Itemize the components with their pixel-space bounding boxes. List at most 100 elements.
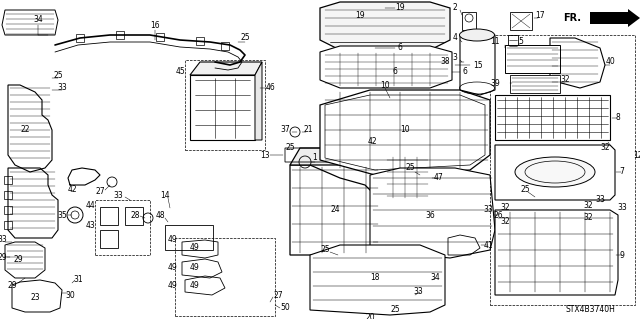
Polygon shape	[370, 168, 495, 258]
Bar	[100, 230, 118, 248]
Bar	[4, 176, 12, 184]
Text: 21: 21	[303, 125, 313, 135]
Text: STX4B3740H: STX4B3740H	[565, 306, 615, 315]
Polygon shape	[380, 148, 390, 255]
Text: 20: 20	[365, 314, 375, 319]
Text: 39: 39	[490, 78, 500, 87]
Text: 19: 19	[395, 4, 405, 12]
Text: 25: 25	[53, 70, 63, 79]
Text: 32: 32	[583, 201, 593, 210]
Bar	[462, 35, 474, 51]
Text: 35: 35	[57, 211, 67, 219]
Polygon shape	[190, 62, 262, 75]
Text: 47: 47	[433, 174, 443, 182]
Bar	[156, 33, 164, 41]
Text: 6: 6	[392, 68, 397, 77]
Bar	[125, 207, 143, 225]
Text: 31: 31	[73, 276, 83, 285]
Text: 6: 6	[463, 68, 467, 77]
Polygon shape	[495, 210, 618, 295]
Text: 26: 26	[493, 211, 503, 219]
Text: 46: 46	[265, 84, 275, 93]
Text: 19: 19	[355, 11, 365, 19]
Text: 3: 3	[452, 54, 458, 63]
Text: 25: 25	[240, 33, 250, 42]
Bar	[95, 200, 150, 255]
Text: 38: 38	[440, 57, 450, 66]
FancyArrow shape	[590, 9, 640, 27]
Text: 42: 42	[67, 186, 77, 195]
Text: FR.: FR.	[563, 13, 581, 23]
Bar	[221, 42, 229, 50]
Text: 14: 14	[160, 190, 170, 199]
Text: 49: 49	[167, 263, 177, 272]
Text: 25: 25	[520, 186, 530, 195]
Text: 27: 27	[273, 291, 283, 300]
Text: 33: 33	[483, 205, 493, 214]
Text: 18: 18	[371, 273, 380, 283]
Text: 45: 45	[175, 68, 185, 77]
Bar	[462, 55, 476, 75]
Polygon shape	[320, 2, 450, 50]
Bar	[165, 225, 213, 250]
Ellipse shape	[460, 29, 495, 41]
Text: 49: 49	[190, 243, 200, 253]
Bar	[505, 45, 560, 73]
Polygon shape	[255, 62, 262, 140]
Bar	[490, 35, 635, 305]
Text: 30: 30	[65, 291, 75, 300]
Polygon shape	[310, 245, 445, 315]
Polygon shape	[320, 90, 490, 175]
Text: 2: 2	[452, 4, 458, 12]
Text: 10: 10	[380, 80, 390, 90]
Text: 33: 33	[617, 204, 627, 212]
Text: 12: 12	[633, 151, 640, 160]
Text: 6: 6	[397, 43, 403, 53]
Text: 25: 25	[405, 164, 415, 173]
Text: 24: 24	[330, 205, 340, 214]
Text: 16: 16	[150, 20, 160, 29]
Text: 8: 8	[616, 114, 620, 122]
Text: 36: 36	[425, 211, 435, 219]
Text: 25: 25	[320, 246, 330, 255]
Text: 22: 22	[20, 125, 29, 135]
Text: 29: 29	[0, 254, 7, 263]
Bar	[508, 35, 518, 57]
Polygon shape	[460, 32, 495, 95]
Text: 32: 32	[600, 144, 610, 152]
Text: 41: 41	[483, 241, 493, 249]
Text: 33: 33	[595, 196, 605, 204]
Bar	[116, 31, 124, 39]
Text: 37: 37	[280, 125, 290, 135]
Bar	[4, 191, 12, 199]
Text: 29: 29	[13, 256, 23, 264]
Text: 42: 42	[367, 137, 377, 146]
Text: 15: 15	[473, 61, 483, 70]
Text: 7: 7	[620, 167, 625, 176]
Text: 49: 49	[167, 235, 177, 244]
Text: 44: 44	[85, 201, 95, 210]
Text: 27: 27	[95, 188, 105, 197]
Polygon shape	[385, 155, 430, 200]
Text: 10: 10	[400, 125, 410, 135]
Text: 33: 33	[413, 287, 423, 296]
Text: 9: 9	[620, 250, 625, 259]
Text: 28: 28	[131, 211, 140, 219]
Polygon shape	[190, 75, 255, 140]
Text: 33: 33	[113, 190, 123, 199]
Text: 17: 17	[535, 11, 545, 19]
Bar	[100, 207, 118, 225]
Polygon shape	[290, 165, 380, 255]
Bar	[4, 206, 12, 214]
Polygon shape	[550, 38, 605, 88]
Polygon shape	[320, 46, 452, 88]
Ellipse shape	[515, 157, 595, 187]
Polygon shape	[495, 145, 615, 200]
Text: 50: 50	[280, 303, 290, 313]
Bar	[185, 60, 265, 150]
Text: 49: 49	[167, 280, 177, 290]
Text: 5: 5	[518, 38, 524, 47]
Text: 32: 32	[500, 204, 510, 212]
Text: 48: 48	[155, 211, 165, 219]
Text: 29: 29	[7, 280, 17, 290]
